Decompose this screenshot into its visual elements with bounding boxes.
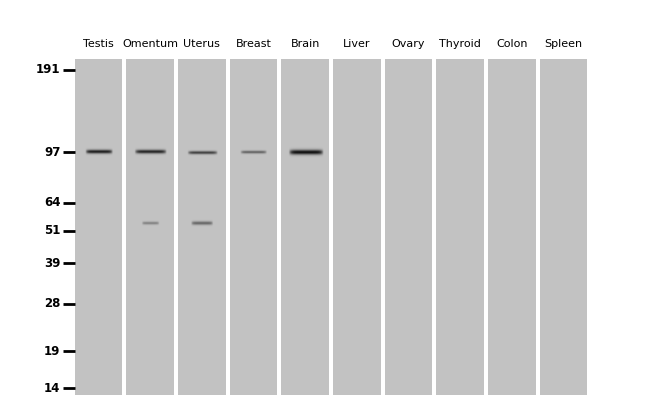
Bar xyxy=(75,59,122,395)
Text: Omentum: Omentum xyxy=(122,38,178,48)
Bar xyxy=(178,59,226,395)
Bar xyxy=(281,59,329,395)
Bar xyxy=(488,59,536,395)
Text: Breast: Breast xyxy=(235,38,272,48)
Bar xyxy=(333,59,381,395)
Bar xyxy=(178,59,226,395)
Text: 191: 191 xyxy=(36,63,60,76)
Bar xyxy=(230,59,277,395)
Text: 28: 28 xyxy=(44,297,60,310)
Bar xyxy=(126,59,174,395)
Text: Ovary: Ovary xyxy=(392,38,425,48)
Bar xyxy=(437,59,484,395)
Bar xyxy=(385,59,432,395)
Bar xyxy=(126,59,174,395)
Bar xyxy=(540,59,588,395)
Bar xyxy=(488,59,536,395)
Text: 19: 19 xyxy=(44,344,60,357)
Text: 64: 64 xyxy=(44,196,60,209)
Bar xyxy=(333,59,381,395)
Text: 39: 39 xyxy=(44,257,60,270)
Bar xyxy=(75,59,122,395)
Text: Thyroid: Thyroid xyxy=(439,38,481,48)
Text: Spleen: Spleen xyxy=(545,38,582,48)
Bar xyxy=(230,59,277,395)
Text: 51: 51 xyxy=(44,224,60,237)
Text: Colon: Colon xyxy=(496,38,528,48)
Bar xyxy=(281,59,329,395)
Text: Uterus: Uterus xyxy=(183,38,220,48)
Text: 14: 14 xyxy=(44,382,60,395)
Text: 97: 97 xyxy=(44,146,60,159)
Bar xyxy=(385,59,432,395)
Text: Testis: Testis xyxy=(83,38,114,48)
Text: Brain: Brain xyxy=(291,38,320,48)
Text: Liver: Liver xyxy=(343,38,370,48)
Bar xyxy=(437,59,484,395)
Bar xyxy=(540,59,588,395)
